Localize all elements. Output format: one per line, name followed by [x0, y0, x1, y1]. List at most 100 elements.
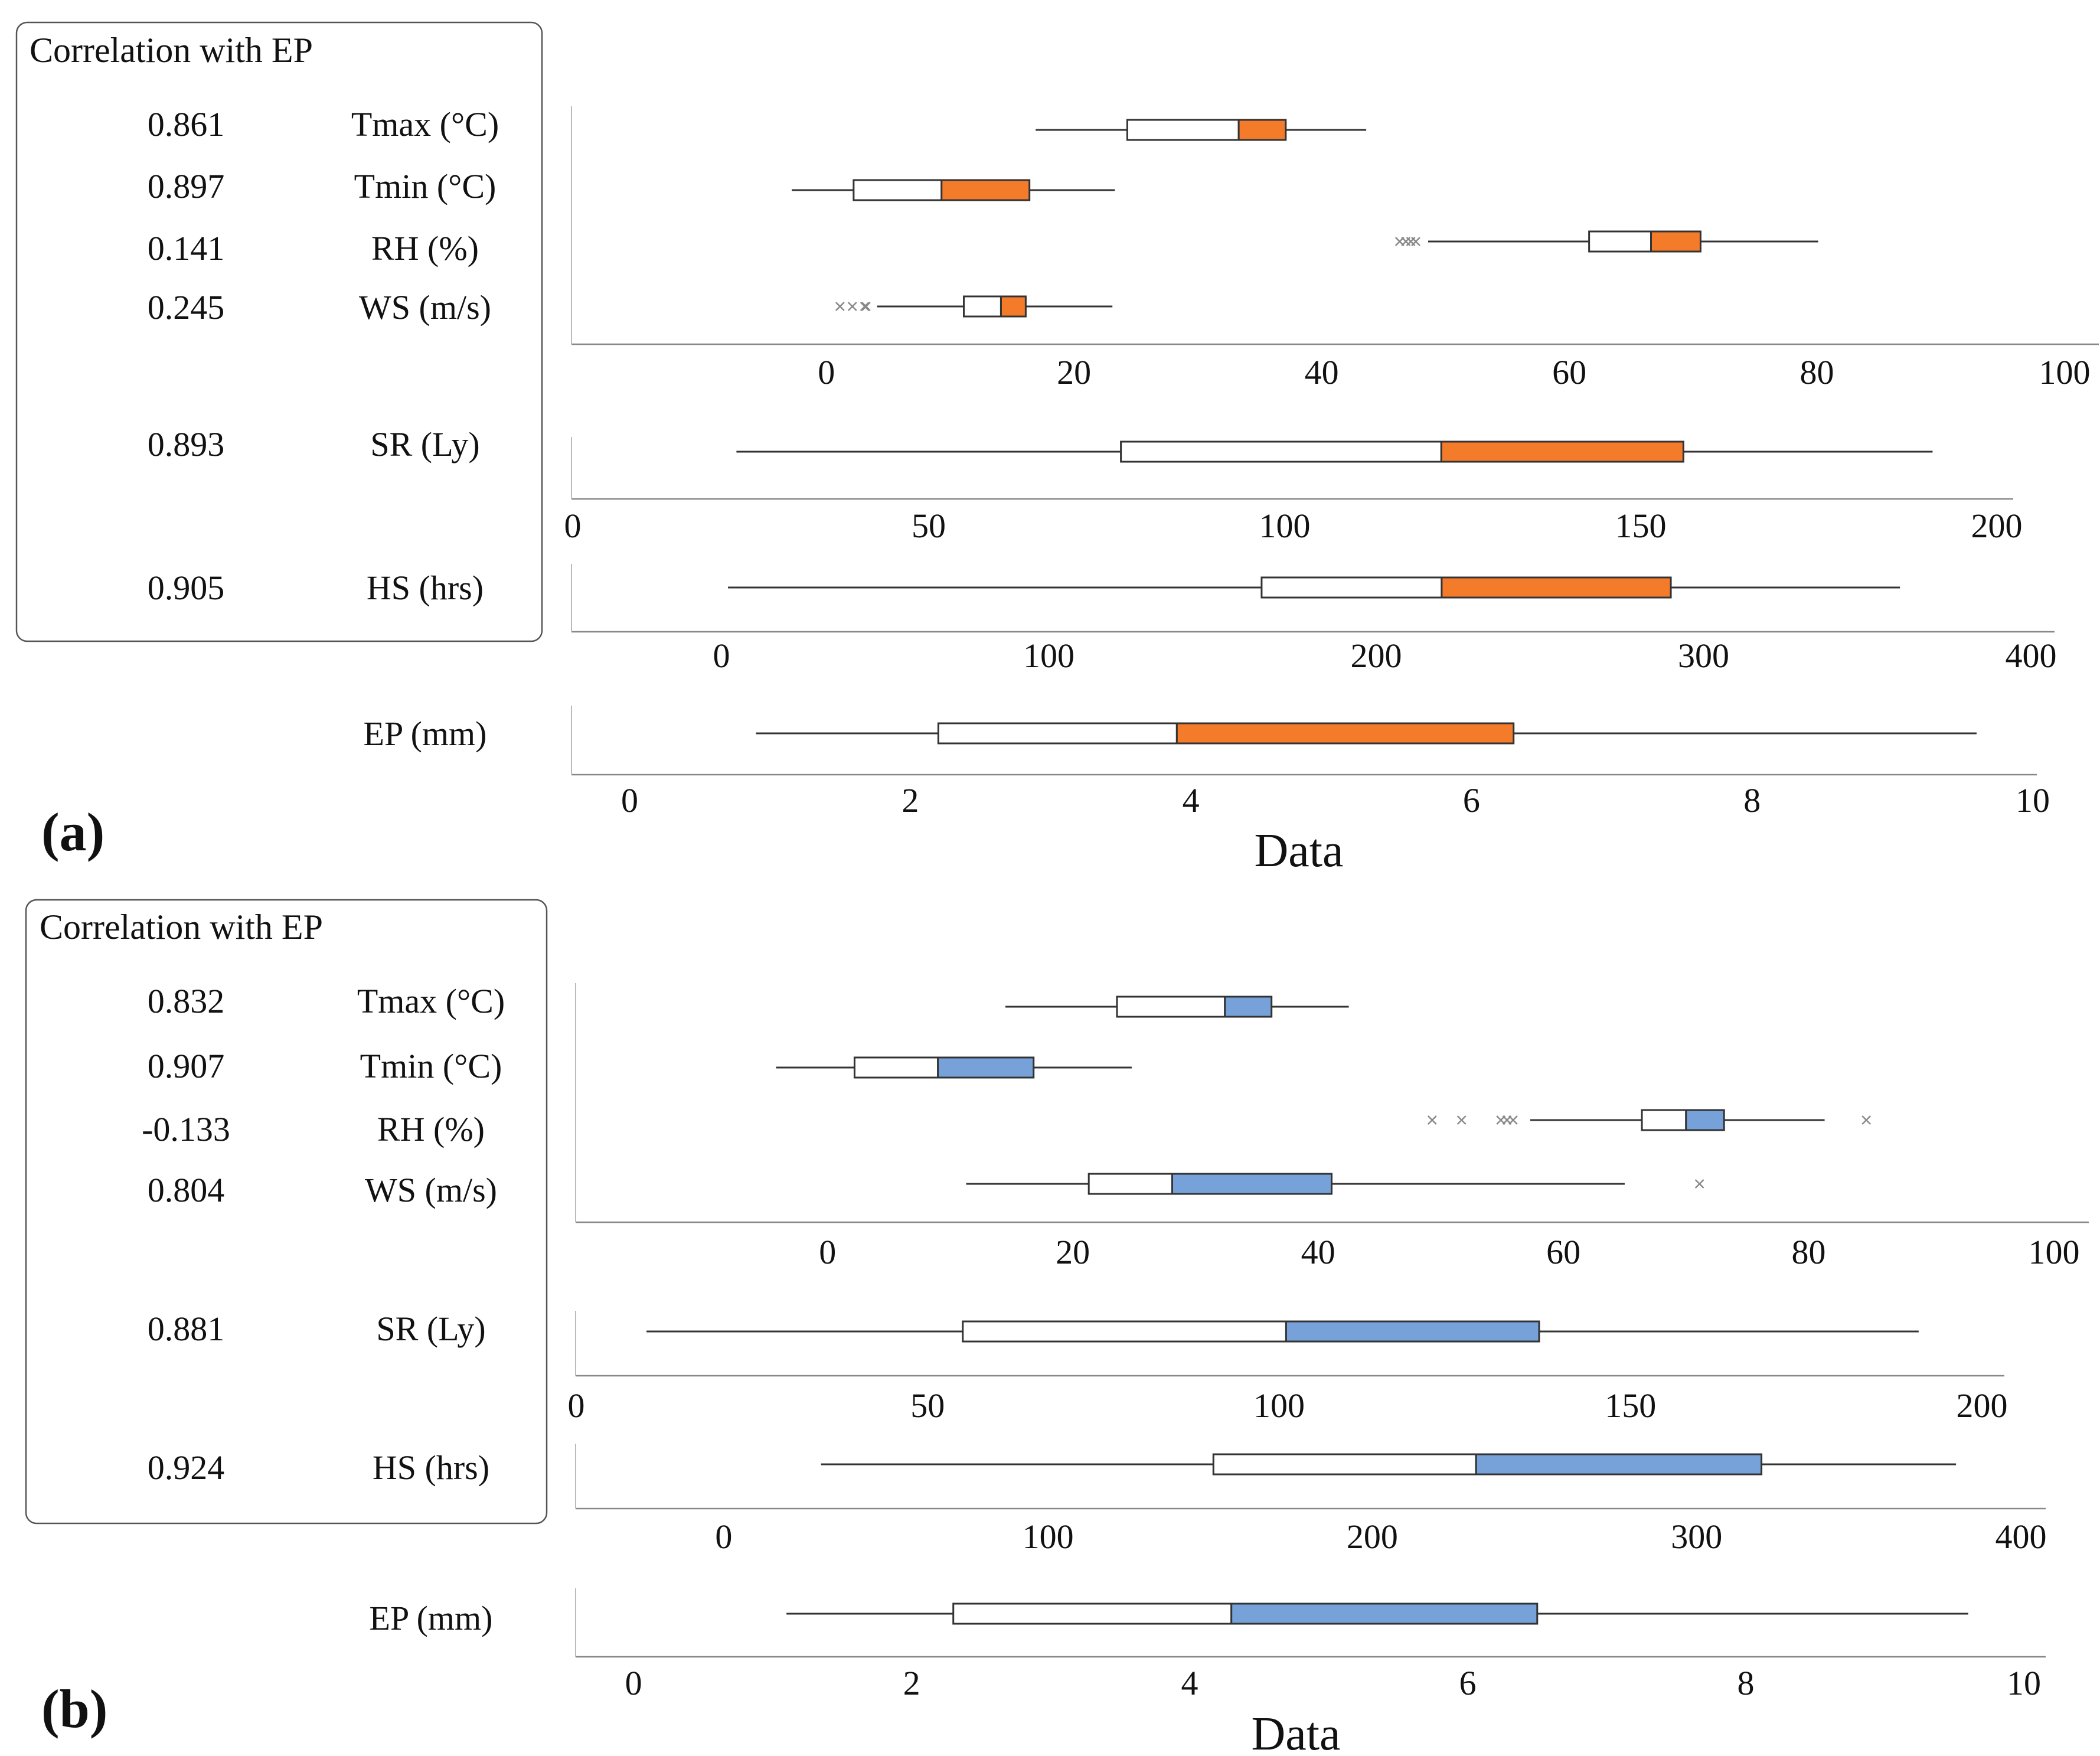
- tick-label-ep-6: 6: [1463, 781, 1480, 820]
- tick-label-sr-0: 0: [568, 1386, 585, 1425]
- variable-label: RH (%): [377, 1110, 485, 1148]
- box-lower: [952, 1602, 1233, 1625]
- outlier-point: [835, 302, 845, 311]
- box-lower: [937, 722, 1178, 745]
- variable-label: SR (Ly): [376, 1310, 485, 1348]
- tick-label-hs-100: 100: [1023, 637, 1075, 675]
- tick-label-ep-6: 6: [1459, 1664, 1477, 1702]
- variable-label: HS (hrs): [373, 1448, 489, 1487]
- outlier-stroke: [1427, 1115, 1437, 1125]
- variable-label: RH (%): [371, 229, 479, 267]
- outlier-stroke: [835, 302, 845, 311]
- tick-label-met-80: 80: [1792, 1233, 1826, 1271]
- corr-value: 0.897: [148, 167, 225, 205]
- tick-label-hs-200: 200: [1347, 1517, 1398, 1556]
- outlier-point: [1861, 1115, 1872, 1125]
- box-upper: [937, 1056, 1035, 1079]
- variable-label: Tmin (°C): [354, 167, 497, 205]
- outlier-stroke: [860, 302, 870, 311]
- corr-value: 0.907: [148, 1047, 225, 1085]
- variable-label: Tmax (°C): [357, 982, 505, 1020]
- box-lower: [853, 1056, 939, 1079]
- x-axis-label: Data: [1254, 825, 1343, 877]
- tick-label-met-100: 100: [2039, 353, 2091, 391]
- legend-box: [15, 21, 543, 642]
- outlier-stroke: [861, 302, 871, 311]
- box-upper: [1171, 1173, 1332, 1195]
- box-lower: [1260, 576, 1443, 599]
- box-lower: [1588, 230, 1652, 253]
- corr-value: -0.133: [142, 1110, 230, 1148]
- outlier-stroke: [1861, 1115, 1872, 1125]
- tick-label-sr-200: 200: [1971, 507, 2023, 545]
- panel-label: (b): [41, 1679, 107, 1739]
- corr-value: 0.861: [148, 105, 225, 143]
- variable-label: WS (m/s): [365, 1171, 497, 1209]
- tick-label-hs-400: 400: [1996, 1517, 2047, 1556]
- tick-label-ep-8: 8: [1743, 781, 1761, 820]
- corr-value: 0.804: [148, 1171, 225, 1209]
- tick-label-met-60: 60: [1552, 353, 1586, 391]
- outlier-point: [861, 302, 871, 311]
- tick-label-ep-0: 0: [625, 1664, 642, 1702]
- box-lower: [1212, 1453, 1477, 1476]
- tick-label-hs-400: 400: [2006, 637, 2057, 675]
- corr-value: 0.905: [148, 569, 225, 607]
- outlier-point: [1694, 1179, 1704, 1189]
- variable-label: Tmax (°C): [351, 105, 499, 143]
- tick-label-ep-2: 2: [902, 781, 919, 820]
- tick-label-hs-300: 300: [1671, 1517, 1722, 1556]
- outlier-stroke: [847, 302, 857, 311]
- box-lower: [1126, 119, 1240, 141]
- box-upper: [1685, 1109, 1725, 1131]
- box-lower: [1641, 1109, 1687, 1131]
- outlier-stroke: [1411, 237, 1420, 246]
- tick-label-sr-100: 100: [1259, 507, 1311, 545]
- variable-label: EP (mm): [364, 714, 487, 753]
- tick-label-met-20: 20: [1056, 1233, 1090, 1271]
- box-upper: [1230, 1602, 1539, 1625]
- tick-label-hs-200: 200: [1350, 637, 1402, 675]
- tick-label-sr-0: 0: [564, 507, 582, 545]
- tick-label-hs-300: 300: [1678, 637, 1729, 675]
- x-axis-label: Data: [1251, 1708, 1340, 1756]
- tick-label-hs-0: 0: [715, 1517, 732, 1556]
- tick-label-met-80: 80: [1800, 353, 1834, 391]
- tick-label-met-20: 20: [1057, 353, 1091, 391]
- tick-label-sr-150: 150: [1605, 1386, 1656, 1425]
- variable-label: Tmin (°C): [360, 1047, 502, 1085]
- box-upper: [1285, 1320, 1540, 1343]
- tick-label-met-40: 40: [1305, 353, 1339, 391]
- variable-label: EP (mm): [370, 1599, 493, 1637]
- box-lower: [1116, 995, 1226, 1018]
- tick-label-ep-4: 4: [1183, 781, 1200, 820]
- corr-value: 0.924: [148, 1448, 225, 1487]
- legend-box: [25, 899, 548, 1525]
- box-upper: [1440, 440, 1684, 463]
- box-lower: [1087, 1173, 1173, 1195]
- outlier-stroke: [1456, 1115, 1467, 1125]
- box-upper: [1475, 1453, 1763, 1476]
- outlier-point: [1427, 1115, 1437, 1125]
- panel-label: (a): [41, 802, 104, 862]
- corr-value: 0.141: [148, 229, 225, 267]
- tick-label-met-40: 40: [1301, 1233, 1335, 1271]
- box-lower: [1120, 440, 1442, 463]
- tick-label-met-100: 100: [2029, 1233, 2080, 1271]
- box-upper: [1175, 722, 1515, 745]
- variable-label: WS (m/s): [359, 288, 491, 327]
- panel-a: Correlation with EP 0 20 40 60 80 100 0 50 100 150…: [15, 21, 2099, 877]
- outlier-point: [860, 302, 870, 311]
- tick-label-ep-8: 8: [1738, 1664, 1755, 1702]
- outlier-point: [1508, 1115, 1518, 1125]
- corr-value: 0.881: [148, 1310, 225, 1348]
- box-upper: [940, 179, 1031, 201]
- tick-label-sr-150: 150: [1615, 507, 1667, 545]
- legend-title: Correlation with EP: [30, 31, 313, 70]
- tick-label-sr-50: 50: [912, 507, 946, 545]
- tick-label-met-0: 0: [819, 1233, 836, 1271]
- tick-label-hs-0: 0: [713, 637, 730, 675]
- outlier-point: [1411, 237, 1420, 246]
